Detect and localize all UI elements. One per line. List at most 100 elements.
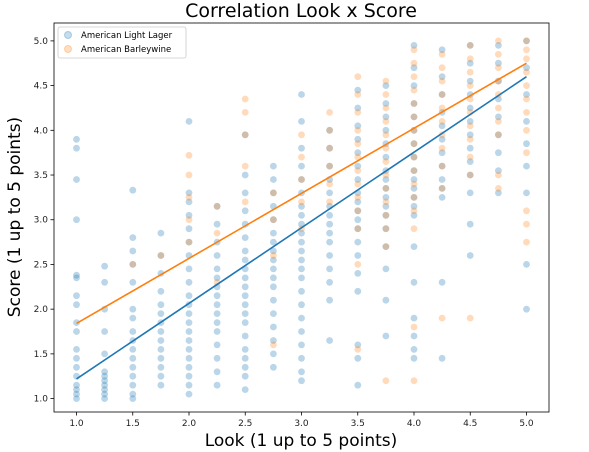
data-point-barleywine	[241, 109, 249, 116]
data-point-light-lager	[438, 46, 446, 54]
data-point-light-lager	[157, 301, 165, 309]
data-point-light-lager	[410, 140, 418, 148]
x-axis-ticks: 1.0 1.5 2.0 2.5 3.0 3.5 4.0 4.5 5.0	[69, 412, 534, 429]
data-point-light-lager	[495, 59, 502, 67]
data-point-barleywine	[410, 59, 418, 67]
data-point-barleywine	[523, 55, 530, 63]
x-tick-label: 2.0	[182, 419, 197, 429]
data-point-light-lager	[354, 341, 362, 349]
data-point-barleywine	[298, 131, 305, 139]
data-point-light-lager	[298, 256, 305, 264]
data-point-barleywine	[410, 225, 418, 233]
data-point-light-lager	[73, 144, 80, 152]
data-point-light-lager	[129, 234, 137, 242]
data-point-light-lager	[241, 171, 249, 179]
data-point-barleywine	[495, 50, 502, 58]
data-point-light-lager	[73, 390, 80, 398]
data-point-light-lager	[101, 386, 108, 393]
data-point-light-lager	[438, 185, 446, 192]
data-point-barleywine	[523, 82, 530, 89]
y-tick-label: 4.5	[34, 82, 48, 92]
points-layer	[73, 37, 530, 402]
data-point-light-lager	[326, 337, 333, 344]
data-point-light-lager	[185, 354, 193, 362]
data-point-light-lager	[382, 100, 390, 107]
data-point-light-lager	[298, 377, 305, 385]
data-point-barleywine	[382, 198, 390, 206]
data-point-light-lager	[382, 211, 390, 219]
data-point-light-lager	[185, 292, 193, 300]
data-point-barleywine	[241, 162, 249, 170]
legend-marker-barleywine	[64, 45, 72, 53]
data-point-barleywine	[241, 198, 249, 206]
data-point-light-lager	[382, 296, 390, 304]
data-point-light-lager	[213, 354, 221, 362]
data-point-light-lager	[410, 211, 418, 219]
data-point-light-lager	[382, 265, 390, 273]
legend-marker-light-lager	[64, 31, 72, 39]
data-point-light-lager	[185, 337, 193, 344]
data-point-barleywine	[382, 118, 390, 125]
data-point-light-lager	[73, 354, 80, 362]
data-point-barleywine	[495, 118, 502, 125]
data-point-barleywine	[354, 261, 362, 268]
y-axis-label: Score (1 up to 5 points)	[5, 117, 25, 317]
data-point-light-lager	[157, 337, 165, 344]
data-point-barleywine	[466, 68, 474, 76]
data-point-light-lager	[185, 118, 193, 125]
data-point-barleywine	[241, 95, 249, 103]
data-point-light-lager	[241, 301, 249, 309]
data-point-light-lager	[523, 37, 530, 45]
data-point-barleywine	[354, 140, 362, 148]
data-point-light-lager	[298, 274, 305, 282]
data-point-barleywine	[438, 104, 446, 112]
data-point-barleywine	[241, 131, 249, 139]
data-point-light-lager	[129, 305, 137, 313]
data-point-barleywine	[438, 118, 446, 125]
data-point-light-lager	[326, 252, 333, 259]
data-point-light-lager	[298, 202, 305, 210]
data-point-barleywine	[410, 100, 418, 107]
data-point-light-lager	[270, 189, 277, 197]
data-point-barleywine	[382, 171, 390, 179]
data-point-light-lager	[213, 265, 221, 273]
data-point-barleywine	[466, 153, 474, 161]
data-point-barleywine	[438, 314, 446, 322]
data-point-light-lager	[438, 122, 446, 130]
data-point-light-lager	[270, 296, 277, 304]
data-point-light-lager	[298, 328, 305, 335]
fit-line-light-lager	[76, 75, 527, 380]
data-point-light-lager	[438, 162, 446, 170]
data-point-light-lager	[241, 372, 249, 380]
data-point-barleywine	[382, 144, 390, 152]
data-point-barleywine	[326, 126, 333, 134]
data-point-light-lager	[410, 278, 418, 286]
data-point-light-lager	[241, 220, 249, 228]
x-tick-label: 5.0	[519, 419, 534, 429]
data-point-light-lager	[213, 310, 221, 317]
data-point-light-lager	[101, 328, 108, 335]
data-point-barleywine	[382, 211, 390, 219]
data-point-light-lager	[185, 189, 193, 197]
data-point-barleywine	[466, 171, 474, 179]
data-point-light-lager	[270, 162, 277, 170]
data-point-light-lager	[466, 220, 474, 228]
data-point-light-lager	[213, 381, 221, 389]
data-point-light-lager	[298, 176, 305, 183]
data-point-light-lager	[438, 73, 446, 81]
data-point-light-lager	[410, 176, 418, 183]
data-point-light-lager	[326, 126, 333, 134]
data-point-barleywine	[326, 198, 333, 206]
data-point-light-lager	[438, 278, 446, 286]
y-tick-label: 1.5	[34, 350, 48, 360]
data-point-barleywine	[326, 180, 333, 188]
data-point-light-lager	[129, 261, 137, 268]
data-point-light-lager	[241, 131, 249, 139]
data-point-light-lager	[354, 122, 362, 130]
data-point-light-lager	[466, 189, 474, 197]
data-point-light-lager	[213, 301, 221, 309]
data-point-light-lager	[241, 234, 249, 242]
data-point-light-lager	[73, 386, 80, 393]
data-point-light-lager	[298, 229, 305, 237]
data-point-barleywine	[438, 162, 446, 170]
